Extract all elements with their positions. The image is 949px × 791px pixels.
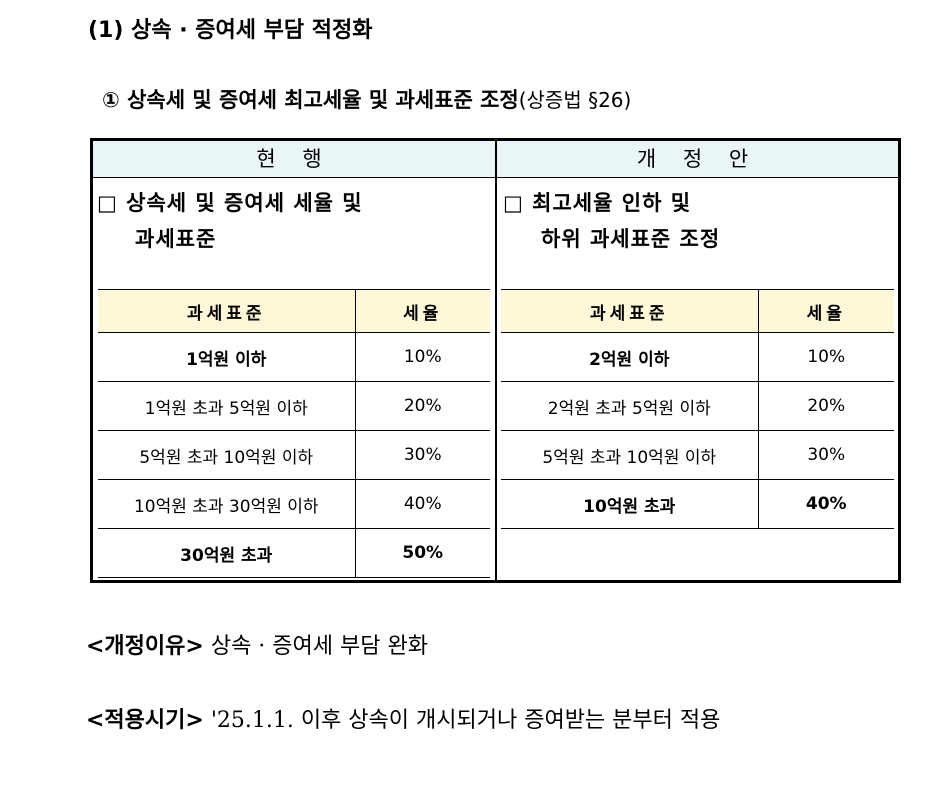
rate-cell: 30% xyxy=(758,430,894,480)
reason-label: <개정이유> xyxy=(86,634,204,659)
bracket-cell: 1억원 이하 xyxy=(98,332,356,382)
table-row: 10억원 초과 30억원 이하 40% xyxy=(98,479,490,529)
rate-cell: 40% xyxy=(355,479,490,529)
effective-label: <적용시기> xyxy=(86,708,204,733)
bracket-cell: 10억원 초과 30억원 이하 xyxy=(98,479,356,529)
subsection-title-text: ① 상속세 및 증여세 최고세율 및 과세표준 조정 xyxy=(102,88,519,112)
current-rate-table: 과세표준 세율 1억원 이하 10% 1억원 초과 5억원 이하 20% 5억원… xyxy=(98,289,490,578)
rate-cell: 40% xyxy=(758,479,894,529)
proposal-summary-line1: □ 최고세율 인하 및 xyxy=(503,190,692,215)
subsection-title: ① 상속세 및 증여세 최고세율 및 과세표준 조정(상증법 §26) xyxy=(102,84,631,114)
table-header-row: 과세표준 세율 xyxy=(98,289,490,333)
current-summary-line1: □ 상속세 및 증여세 세율 및 xyxy=(97,190,363,215)
rate-cell: 10% xyxy=(355,332,490,382)
bracket-cell: 5억원 초과 10억원 이하 xyxy=(501,430,759,480)
bracket-cell: 30억원 초과 xyxy=(98,528,356,578)
rate-header: 세율 xyxy=(355,289,490,333)
bracket-cell: 10억원 초과 xyxy=(501,479,759,529)
bracket-header: 과세표준 xyxy=(501,289,759,333)
effective-date: <적용시기> '25.1.1. 이후 상속이 개시되거나 증여받는 분부터 적용 xyxy=(86,702,720,734)
rate-cell: 20% xyxy=(355,381,490,431)
bracket-cell: 2억원 초과 5억원 이하 xyxy=(501,381,759,431)
table-row: 10억원 초과 40% xyxy=(501,479,894,529)
amendment-reason: <개정이유> 상속 · 증여세 부담 완화 xyxy=(86,628,428,660)
rate-cell: 10% xyxy=(758,332,894,382)
bracket-cell: 1억원 초과 5억원 이하 xyxy=(98,381,356,431)
proposal-rate-table: 과세표준 세율 2억원 이하 10% 2억원 초과 5억원 이하 20% 5억원… xyxy=(501,289,894,529)
table-header-row: 과세표준 세율 xyxy=(501,289,894,333)
column-divider xyxy=(495,141,497,580)
proposal-summary-line2: 하위 과세표준 조정 xyxy=(541,226,721,251)
table-row: 5억원 초과 10억원 이하 30% xyxy=(501,430,894,480)
bracket-cell: 2억원 이하 xyxy=(501,332,759,382)
proposal-header: 개 정 안 xyxy=(497,141,898,178)
current-summary: □ 상속세 및 증여세 세율 및 과세표준 xyxy=(97,185,363,257)
table-row: 2억원 이하 10% xyxy=(501,332,894,382)
rate-cell: 20% xyxy=(758,381,894,431)
bracket-header: 과세표준 xyxy=(98,289,356,333)
bracket-cell: 5억원 초과 10억원 이하 xyxy=(98,430,356,480)
proposal-summary: □ 최고세율 인하 및 하위 과세표준 조정 xyxy=(503,185,720,257)
table-row: 30억원 초과 50% xyxy=(98,528,490,578)
current-summary-line2: 과세표준 xyxy=(135,226,217,251)
reason-text: 상속 · 증여세 부담 완화 xyxy=(210,634,428,659)
table-row: 1억원 이하 10% xyxy=(98,332,490,382)
comparison-table: 현 행 개 정 안 □ 상속세 및 증여세 세율 및 과세표준 □ 최고세율 인… xyxy=(90,138,901,583)
rate-header: 세율 xyxy=(758,289,894,333)
table-row: 2억원 초과 5억원 이하 20% xyxy=(501,381,894,431)
rate-cell: 50% xyxy=(355,528,490,578)
table-row: 5억원 초과 10억원 이하 30% xyxy=(98,430,490,480)
rate-cell: 30% xyxy=(355,430,490,480)
table-row: 1억원 초과 5억원 이하 20% xyxy=(98,381,490,431)
current-header: 현 행 xyxy=(93,141,495,178)
section-title: (1) 상속 · 증여세 부담 적정화 xyxy=(88,18,373,43)
effective-text: '25.1.1. 이후 상속이 개시되거나 증여받는 분부터 적용 xyxy=(210,708,721,733)
law-reference: (상증법 §26) xyxy=(518,88,632,112)
